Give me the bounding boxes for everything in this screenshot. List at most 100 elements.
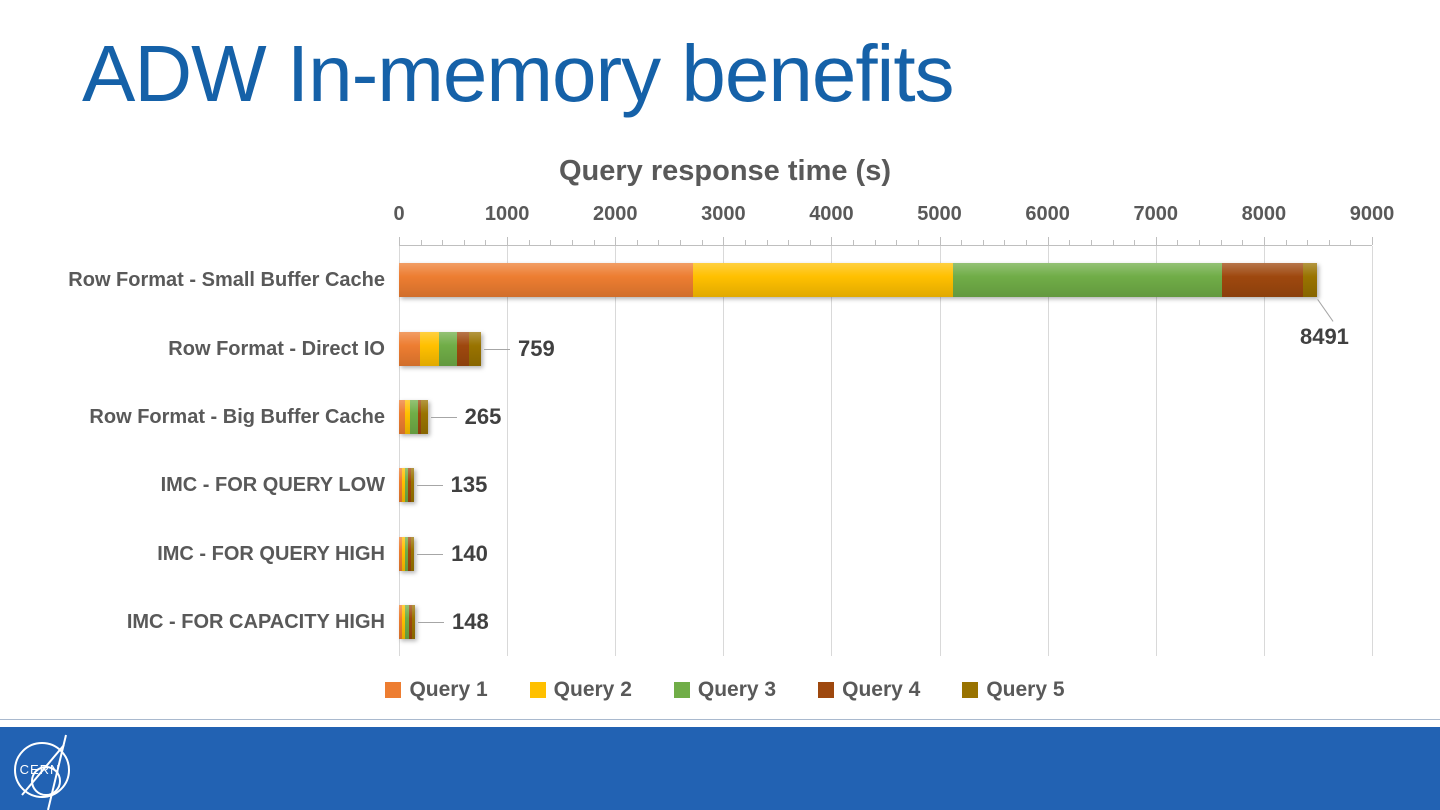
bar-segment-query-3 (404, 468, 409, 503)
x-axis-tick (1155, 237, 1157, 245)
legend-item-query-3: Query 3 (673, 678, 777, 702)
x-axis-tick (680, 240, 682, 245)
category-label: Row Format - Big Buffer Cache (89, 405, 385, 428)
x-axis-tick (399, 237, 400, 245)
data-label: 8491 (1299, 324, 1349, 350)
x-axis-tick (961, 240, 963, 245)
x-axis-tick (593, 240, 595, 245)
bar-segment-query-1 (399, 468, 402, 503)
legend-label: Query 1 (409, 678, 488, 701)
bar-segment-query-3 (439, 331, 457, 366)
x-axis-tick (766, 240, 768, 245)
x-axis-tick-label: 4000 (809, 203, 854, 225)
legend-label: Query 2 (553, 678, 632, 701)
x-gridline (1372, 246, 1373, 656)
x-axis-tick-label: 8000 (1241, 203, 1287, 225)
data-label: 148 (452, 608, 489, 634)
data-label-leader-line (418, 621, 444, 623)
x-axis-tick (615, 237, 617, 245)
x-axis-tick (1047, 237, 1049, 245)
x-axis-tick-label: 2000 (592, 203, 638, 225)
bar-row (399, 468, 414, 503)
bar-segment-query-4 (456, 331, 469, 366)
bar-row (399, 399, 428, 434)
cern-logo-text: CERN (20, 762, 61, 777)
x-axis-tick (658, 240, 660, 245)
x-axis-tick (1263, 237, 1265, 245)
bar-segment-query-1 (399, 399, 405, 434)
data-label: 265 (464, 403, 502, 429)
x-axis-tick (1328, 240, 1330, 245)
x-axis-tick-label: 6000 (1025, 203, 1070, 225)
cern-logo-outer-ring (14, 742, 70, 798)
x-axis-tick (463, 240, 465, 245)
x-axis-tick (1090, 240, 1092, 245)
legend-item-query-4: Query 4 (818, 678, 920, 702)
x-axis-tick-label: 3000 (701, 203, 746, 225)
x-gridline (615, 246, 617, 656)
data-label-leader-line (1317, 299, 1334, 322)
chart-legend: Query 1 Query 2 Query 3 Query 4 Query 5 (30, 678, 1420, 702)
legend-swatch (529, 682, 546, 698)
bar-segment-query-2 (404, 399, 410, 434)
data-label: 135 (450, 472, 488, 498)
legend-label: Query 3 (697, 678, 777, 701)
data-label-leader-line (484, 348, 511, 350)
x-gridline (1263, 246, 1265, 656)
bar-segment-query-5 (468, 331, 482, 366)
data-label: 140 (451, 540, 488, 566)
x-axis-tick-label: 0 (393, 203, 405, 225)
data-label: 759 (518, 335, 555, 361)
bar-segment-query-1 (399, 263, 694, 298)
bar-segment-query-5 (1302, 263, 1317, 298)
legend-label: Query 4 (842, 678, 921, 701)
x-axis-line (399, 245, 1372, 246)
x-axis-tick (917, 240, 919, 245)
x-axis-tick (1372, 237, 1373, 245)
bar-segment-query-4 (408, 468, 411, 503)
x-gridline (939, 246, 941, 656)
x-axis-tick (853, 240, 855, 245)
x-axis-tick (1134, 240, 1136, 245)
legend-item-query-2: Query 2 (529, 678, 632, 702)
legend-swatch (962, 682, 979, 698)
x-axis-tick-label: 1000 (484, 203, 530, 225)
bar-segment-query-5 (411, 536, 415, 571)
bar-segment-query-3 (405, 536, 409, 571)
bar-segment-query-2 (419, 331, 440, 366)
x-axis-tick (701, 240, 703, 245)
x-axis-tick (550, 240, 552, 245)
bar-segment-query-4 (408, 536, 412, 571)
bar-segment-query-3 (952, 263, 1222, 298)
legend-label: Query 5 (986, 678, 1065, 701)
category-label: IMC - FOR CAPACITY HIGH (126, 610, 385, 633)
slide-title: ADW In-memory benefits (82, 29, 955, 118)
footer-bar (0, 727, 1440, 810)
x-axis-tick (809, 240, 811, 245)
bar-segment-query-3 (410, 399, 419, 434)
x-axis-tick (1177, 240, 1179, 245)
bar-segment-query-5 (421, 399, 428, 434)
x-axis-tick (485, 240, 487, 245)
cern-logo: CERN (14, 734, 70, 810)
bar-row (399, 263, 1317, 298)
footer-divider (0, 719, 1440, 720)
legend-swatch (385, 682, 402, 698)
bar-segment-query-2 (401, 468, 405, 503)
x-axis-tick (896, 240, 898, 245)
bar-row (399, 604, 415, 639)
bar-segment-query-1 (399, 536, 402, 571)
x-axis-tick (420, 240, 422, 245)
bar-segment-query-4 (408, 604, 412, 639)
x-axis-tick (1307, 240, 1309, 245)
x-axis-tick (507, 237, 509, 245)
x-axis-tick (1285, 240, 1287, 245)
x-gridline (1155, 246, 1157, 656)
x-axis-tick (1350, 240, 1352, 245)
x-axis-tick (1004, 240, 1006, 245)
x-axis-tick (571, 240, 573, 245)
x-axis-tick-label: 7000 (1133, 203, 1179, 225)
x-axis-tick (1199, 240, 1201, 245)
bar-segment-query-2 (693, 263, 953, 298)
